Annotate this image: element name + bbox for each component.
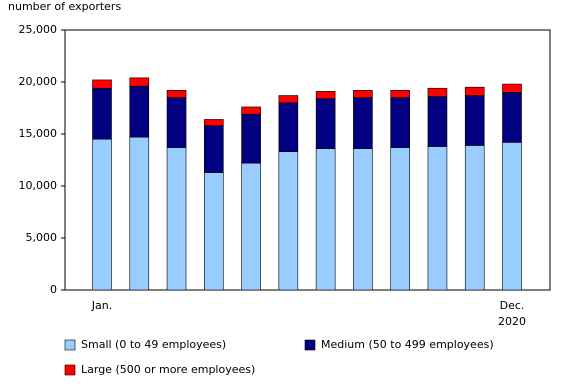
bar-segment [464, 86, 485, 96]
y-tick-label: 15,000 [19, 127, 58, 140]
bar-segment [353, 97, 373, 149]
x-tick-label: Jan. [91, 299, 112, 312]
y-tick-label: 0 [50, 283, 57, 296]
y-tick-label: 20,000 [19, 75, 58, 88]
y-tick-label: 5,000 [26, 231, 58, 244]
bar-segment [315, 98, 336, 149]
bar-segment [315, 91, 336, 99]
bar-segment [464, 145, 485, 291]
bar-segment [92, 87, 112, 140]
bar-segment [278, 95, 299, 104]
x-tick-label: Dec. [500, 299, 525, 312]
bar-segment [129, 85, 150, 138]
bar-segment [278, 102, 299, 152]
bar-segment [166, 147, 187, 291]
legend-swatch [64, 339, 76, 351]
bar-segment [129, 136, 150, 291]
legend-label: Large (500 or more employees) [81, 363, 255, 376]
y-tick-label: 25,000 [19, 23, 58, 36]
bar-segment [204, 172, 224, 291]
bar-segment [427, 96, 448, 147]
bar-segment [166, 90, 187, 98]
bar-segment [129, 77, 150, 87]
bar-segment [353, 148, 373, 291]
bar-segment [241, 113, 261, 164]
bar-segment [166, 97, 187, 148]
y-axis-label: number of exporters [8, 0, 121, 13]
bar-segment [92, 79, 112, 89]
bar-segment [241, 162, 261, 291]
bar-segment [315, 148, 336, 291]
bar-segment [390, 147, 410, 291]
bar-segment [502, 83, 522, 93]
bar-segment [92, 138, 112, 291]
legend-swatch [64, 364, 76, 376]
bar-segment [427, 87, 448, 97]
bar-segment [241, 106, 261, 115]
bar-segment [464, 95, 485, 146]
bar-segment [427, 146, 448, 291]
legend-label: Small (0 to 49 employees) [81, 338, 226, 351]
bar-segment [353, 90, 373, 98]
year-label: 2020 [498, 315, 526, 328]
bar-segment [502, 92, 522, 143]
bar-segment [390, 97, 410, 148]
plot-frame [64, 29, 551, 291]
bar-segment [204, 119, 224, 126]
bar-segment [278, 151, 299, 291]
legend-swatch [304, 339, 316, 351]
bar-segment [502, 142, 522, 291]
legend-label: Medium (50 to 499 employees) [321, 338, 494, 351]
bar-segment [390, 90, 410, 98]
y-tick-label: 10,000 [19, 179, 58, 192]
bar-segment [204, 125, 224, 173]
